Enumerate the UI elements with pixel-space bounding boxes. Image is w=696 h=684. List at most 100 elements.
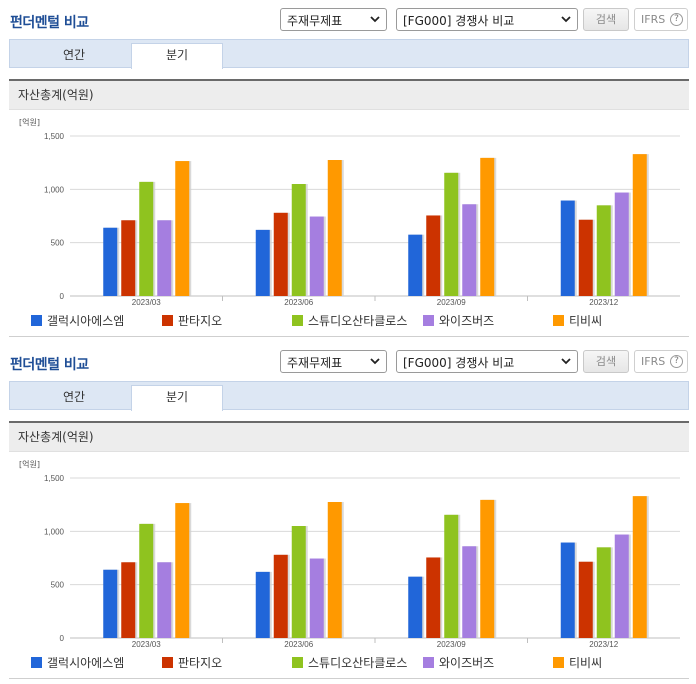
- bar: [632, 496, 647, 638]
- bar: [255, 571, 270, 638]
- bar: [560, 542, 575, 638]
- period-tabs: 연간 분기: [9, 381, 689, 411]
- legend-swatch: [292, 657, 303, 668]
- panel-title: 펀더멘털 비교: [10, 15, 89, 31]
- tab-quarterly[interactable]: 분기: [131, 385, 223, 411]
- help-icon: ?: [670, 355, 683, 368]
- search-button[interactable]: 검색: [583, 8, 629, 31]
- chevron-down-icon: [561, 358, 571, 365]
- period-tabs: 연간 분기: [9, 39, 689, 69]
- y-tick-label: 500: [51, 581, 65, 590]
- bar: [139, 523, 154, 638]
- chart-section: 자산총계(억원): [9, 79, 689, 337]
- legend-swatch: [292, 315, 303, 326]
- bar: [444, 172, 459, 296]
- statement-type-select[interactable]: 주재무제표: [280, 8, 387, 31]
- y-tick-label: 0: [60, 634, 65, 643]
- ifrs-help-button[interactable]: IFRS ?: [634, 350, 688, 373]
- bar: [157, 220, 172, 296]
- tab-annual[interactable]: 연간: [62, 390, 86, 404]
- ifrs-label: IFRS: [641, 13, 666, 26]
- comparison-group-select[interactable]: [FG000] 경쟁사 비교: [396, 350, 578, 373]
- panel-header: 펀더멘털 비교 주재무제표 [FG000] 경쟁사 비교 검색 IFRS ?: [0, 0, 696, 38]
- bar: [462, 546, 477, 638]
- bar: [103, 569, 118, 638]
- comparison-group-select[interactable]: [FG000] 경쟁사 비교: [396, 8, 578, 31]
- x-tick-label: 2023/09: [437, 640, 466, 649]
- y-tick-label: 0: [60, 292, 65, 301]
- bar: [255, 229, 270, 296]
- legend-label: 스튜디오산타클로스: [308, 314, 408, 328]
- bar: [139, 181, 154, 296]
- bar: [175, 161, 190, 296]
- total-assets-bar-chart: [억원] 0 500 1,000 1,500 2023/03 2023/06 2023/09 2…: [19, 117, 680, 307]
- legend-swatch: [162, 657, 173, 668]
- panel-title: 펀더멘털 비교: [10, 357, 89, 373]
- x-tick-label: 2023/12: [589, 298, 618, 307]
- statement-type-value: 주재무제표: [287, 356, 343, 370]
- bar: [157, 562, 172, 638]
- help-icon: ?: [670, 13, 683, 26]
- bar: [327, 160, 342, 296]
- bar: [426, 557, 441, 638]
- y-axis-unit-label: [억원]: [19, 117, 40, 127]
- legend-swatch: [423, 315, 434, 326]
- bar: [480, 157, 495, 296]
- x-tick-label: 2023/12: [589, 640, 618, 649]
- y-tick-label: 1,500: [44, 132, 65, 141]
- y-tick-label: 1,000: [44, 185, 65, 194]
- bar: [291, 526, 306, 638]
- bar: [309, 216, 324, 296]
- legend-swatch: [162, 315, 173, 326]
- bar: [560, 200, 575, 296]
- bar: [462, 204, 477, 296]
- bar: [408, 576, 423, 638]
- bar: [426, 215, 441, 296]
- x-tick-label: 2023/06: [284, 298, 313, 307]
- chevron-down-icon: [370, 358, 380, 365]
- section-title: 자산총계(억원): [9, 81, 689, 110]
- x-tick-label: 2023/09: [437, 298, 466, 307]
- legend-label: 와이즈버즈: [439, 656, 495, 670]
- ifrs-label: IFRS: [641, 355, 666, 368]
- chart-legend: 갤럭시아에스엠 판타지오 스튜디오산타클로스 와이즈버즈 티비씨: [31, 654, 681, 670]
- bar: [291, 184, 306, 296]
- bar: [596, 205, 611, 296]
- ifrs-help-button[interactable]: IFRS ?: [634, 8, 688, 31]
- comparison-group-value: [FG000] 경쟁사 비교: [403, 356, 515, 370]
- legend-swatch: [31, 315, 42, 326]
- bar: [480, 499, 495, 638]
- tab-annual[interactable]: 연간: [62, 48, 86, 62]
- fundamental-panel-1: 펀더멘털 비교 주재무제표 [FG000] 경쟁사 비교 검색 IFRS ? 연…: [0, 0, 696, 337]
- legend-swatch: [423, 657, 434, 668]
- bar: [103, 227, 118, 296]
- legend-swatch: [553, 657, 564, 668]
- x-tick-label: 2023/06: [284, 640, 313, 649]
- bar: [273, 212, 288, 296]
- bar: [121, 562, 136, 638]
- y-axis-unit-label: [억원]: [19, 459, 40, 469]
- legend-label: 와이즈버즈: [439, 314, 495, 328]
- y-tick-label: 1,000: [44, 527, 65, 536]
- comparison-group-value: [FG000] 경쟁사 비교: [403, 14, 515, 28]
- chart-legend: 갤럭시아에스엠 판타지오 스튜디오산타클로스 와이즈버즈 티비씨: [31, 312, 681, 328]
- y-tick-label: 500: [51, 239, 65, 248]
- bar: [175, 503, 190, 638]
- bar: [121, 220, 136, 296]
- bar: [614, 534, 629, 638]
- total-assets-bar-chart: [억원] 0 500 1,000 1,500 2023/03 2023/06 2023/09 2…: [19, 459, 680, 649]
- section-title: 자산총계(억원): [9, 423, 689, 452]
- statement-type-select[interactable]: 주재무제표: [280, 350, 387, 373]
- legend-label: 갤럭시아에스엠: [47, 656, 125, 670]
- y-tick-label: 1,500: [44, 474, 65, 483]
- bar: [444, 514, 459, 638]
- bar: [309, 558, 324, 638]
- legend-label: 티비씨: [569, 314, 603, 328]
- tab-quarterly[interactable]: 분기: [131, 43, 223, 69]
- bar: [578, 219, 593, 296]
- legend-label: 티비씨: [569, 656, 603, 670]
- legend-label: 갤럭시아에스엠: [47, 314, 125, 328]
- statement-type-value: 주재무제표: [287, 14, 343, 28]
- bar: [408, 234, 423, 296]
- search-button[interactable]: 검색: [583, 350, 629, 373]
